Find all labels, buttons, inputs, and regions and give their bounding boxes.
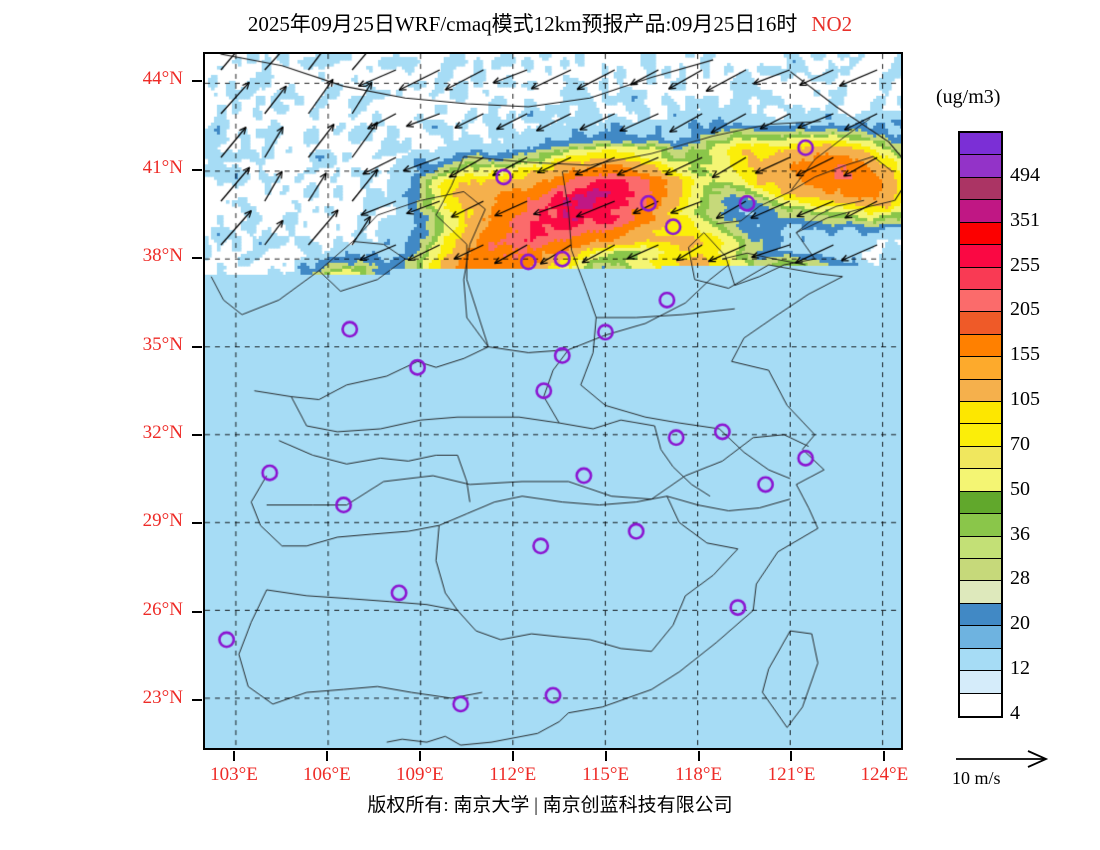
colorbar-band [960,469,1001,492]
colorbar-band [960,312,1001,335]
wind-arrow-icon [956,750,1049,768]
colorbar-band [960,222,1001,246]
x-axis-label: 118°E [675,764,723,785]
colorbar-tick-label: 70 [1010,432,1030,455]
x-axis-tick [790,751,793,761]
y-axis-tick [192,698,202,701]
colorbar-tick-label: 12 [1010,657,1030,680]
colorbar-tick-label: 28 [1010,567,1030,590]
colorbar-tick-label: 4 [1010,702,1020,724]
colorbar-band [960,559,1001,582]
colorbar-tick-label: 351 [1010,208,1040,231]
colorbar-band [960,334,1001,358]
copyright-footer: 版权所有: 南京大学 | 南京创蓝科技有限公司 [367,795,733,816]
x-axis-label: 115°E [582,764,630,785]
y-axis-tick [192,257,202,260]
colorbar-band [960,491,1001,515]
y-axis-label: 26°N [142,598,183,620]
colorbar-tick-label: 255 [1010,253,1040,276]
y-axis-tick [192,345,202,348]
colorbar-band [960,671,1001,694]
colorbar-band [960,200,1001,223]
wind-legend-label: 10 m/s [952,768,1001,788]
colorbar-band [960,648,1001,672]
map-plot-area[interactable] [203,52,903,750]
colorbar-tick-label: 20 [1010,612,1030,635]
colorbar-band [960,514,1001,537]
x-axis-tick [883,751,886,761]
colorbar-band [960,581,1001,604]
colorbar-tick-label: 494 [1010,163,1040,186]
y-axis-label: 44°N [142,68,183,90]
colorbar-band [960,245,1001,268]
y-axis-label: 35°N [142,333,183,355]
colorbar-band [960,289,1001,313]
colorbar-tick-label: 205 [1010,298,1040,321]
x-axis-label: 109°E [395,764,444,785]
y-axis-tick [192,168,202,171]
x-axis-label: 112°E [489,764,537,785]
x-axis-tick [418,751,421,761]
title-species-label: NO2 [811,12,853,36]
colorbar-band [960,603,1001,627]
colorbar-band [960,177,1001,201]
colorbar-band [960,267,1001,290]
colorbar-band [960,626,1001,649]
y-axis-tick [192,610,202,613]
y-axis-tick [192,80,202,83]
x-axis-tick [697,751,700,761]
y-axis-label: 32°N [142,421,183,443]
y-axis-label: 38°N [142,245,183,267]
colorbar-band [960,402,1001,425]
colorbar-band [960,536,1001,560]
x-axis-tick [325,751,328,761]
colorbar-band [960,155,1001,178]
colorbar[interactable] [958,131,1003,718]
colorbar-band [960,357,1001,380]
title-main-text: 2025年09月25日WRF/cmaq模式12km预报产品:09月25日16时 [247,12,798,36]
x-axis-tick [511,751,514,761]
wind-vector-legend: 10 m/s [952,748,1082,796]
y-axis-tick [192,522,202,525]
colorbar-band [960,693,1001,716]
colorbar-band [960,424,1001,447]
colorbar-unit-label: (ug/m3) [936,86,1001,108]
y-axis-label: 41°N [142,156,183,178]
y-axis-label: 29°N [142,510,183,532]
concentration-field-canvas [205,54,901,748]
x-axis-label: 106°E [303,764,351,785]
colorbar-tick-label: 155 [1010,343,1040,366]
x-axis-tick [604,751,607,761]
colorbar-band [960,133,1001,156]
colorbar-tick-label: 50 [1010,477,1030,500]
y-axis-label: 23°N [142,686,183,708]
x-axis-tick [232,751,235,761]
colorbar-tick-label: 36 [1010,522,1030,545]
colorbar-tick-label: 105 [1010,388,1040,411]
y-axis-tick [192,433,202,436]
colorbar-band [960,446,1001,470]
colorbar-band [960,379,1001,403]
x-axis-label: 121°E [767,764,816,785]
x-axis-label: 103°E [210,764,258,785]
x-axis-label: 124°E [860,764,909,785]
page-title: 2025年09月25日WRF/cmaq模式12km预报产品:09月25日16时 N… [0,8,1100,38]
